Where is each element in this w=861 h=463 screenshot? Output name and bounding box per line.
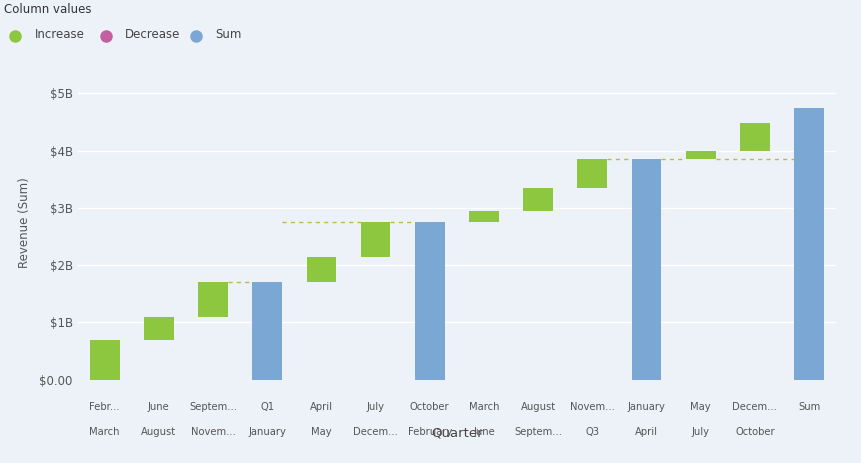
Bar [739, 123, 769, 150]
Y-axis label: Revenue (Sum): Revenue (Sum) [18, 177, 31, 268]
Text: June: June [148, 402, 170, 412]
Text: January: January [627, 402, 665, 412]
Text: May: May [690, 402, 710, 412]
Bar [307, 257, 336, 282]
Text: Q1: Q1 [260, 402, 274, 412]
Text: Increase: Increase [34, 28, 84, 41]
Bar [90, 339, 120, 380]
Bar [685, 150, 715, 159]
Text: Febr...: Febr... [90, 402, 120, 412]
Bar [577, 159, 606, 188]
Text: June: June [473, 427, 494, 437]
Bar [468, 211, 499, 222]
Bar [252, 282, 282, 380]
Text: Q3: Q3 [585, 427, 598, 437]
Text: Decem...: Decem... [353, 427, 398, 437]
Text: Decem...: Decem... [732, 402, 777, 412]
Text: Novem...: Novem... [569, 402, 614, 412]
Text: October: October [410, 402, 449, 412]
Text: May: May [311, 427, 331, 437]
Text: March: March [90, 427, 120, 437]
Text: July: July [691, 427, 709, 437]
Bar [360, 222, 390, 257]
Bar [523, 188, 553, 211]
Text: Septem...: Septem... [513, 427, 561, 437]
Text: October: October [734, 427, 774, 437]
Text: Septem...: Septem... [189, 402, 237, 412]
Text: Column values: Column values [4, 3, 92, 16]
Bar [198, 282, 227, 317]
Text: March: March [468, 402, 499, 412]
Text: Novem...: Novem... [190, 427, 235, 437]
Text: Decrease: Decrease [125, 28, 180, 41]
Text: April: April [635, 427, 657, 437]
Bar [631, 159, 660, 380]
Text: August: August [520, 402, 555, 412]
Text: Sum: Sum [797, 402, 819, 412]
Bar [144, 317, 174, 339]
Text: August: August [141, 427, 177, 437]
Text: Sum: Sum [215, 28, 242, 41]
X-axis label: Quarter: Quarter [430, 426, 482, 439]
Text: February: February [407, 427, 451, 437]
Bar [793, 108, 823, 380]
Text: July: July [366, 402, 384, 412]
Text: January: January [248, 427, 286, 437]
Bar [414, 222, 444, 380]
Text: April: April [310, 402, 332, 412]
